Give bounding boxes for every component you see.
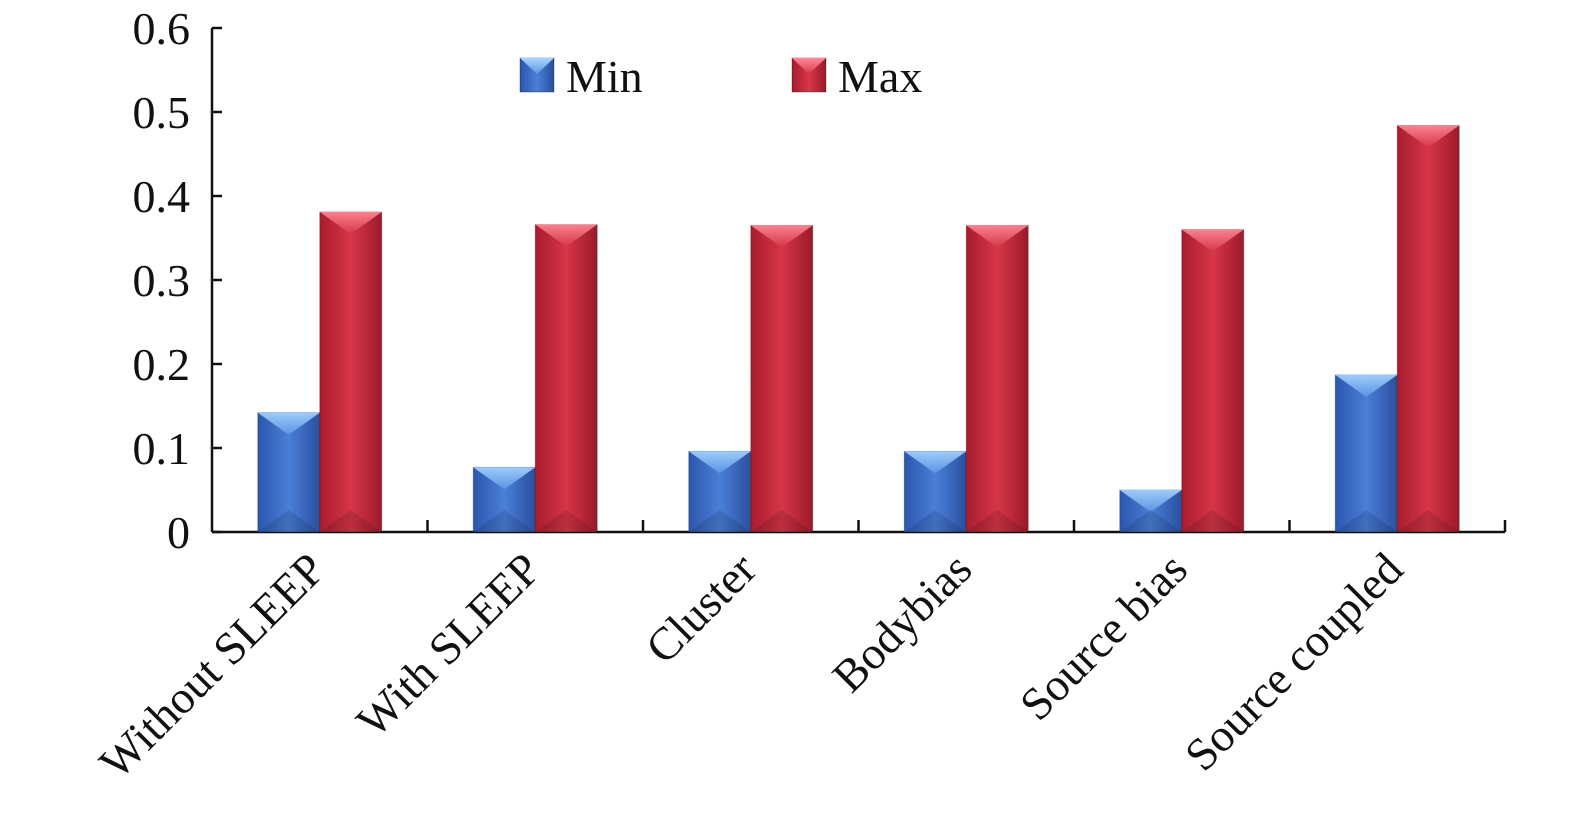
bar-cap-min — [1335, 374, 1398, 397]
x-category-label: Without SLEEP — [90, 543, 335, 788]
x-category-label: With SLEEP — [347, 543, 551, 747]
bar-cap-max — [1397, 125, 1460, 148]
bar-cap-min — [257, 412, 320, 435]
y-tick-label: 0.2 — [133, 339, 191, 390]
x-category-label: Source coupled — [1175, 543, 1412, 780]
bar-base-min — [904, 510, 967, 532]
bar-base-max — [1181, 510, 1244, 532]
bar-cap-min — [688, 451, 751, 474]
plot-area: 0 0.1 0.2 0.3 0.4 0.5 0.6 Without SLEEP With SLE… — [90, 3, 1507, 788]
x-category-label: Bodybias — [822, 543, 981, 702]
y-tick-label: 0.3 — [133, 255, 191, 306]
bar-base-max — [750, 510, 813, 532]
bar-max — [965, 224, 1029, 533]
bar-base-min — [1119, 510, 1182, 532]
bar-base-min — [1335, 510, 1398, 532]
legend-swatch-cap-max — [792, 58, 826, 74]
bar-cap-max — [535, 224, 598, 247]
bar-max — [1396, 124, 1460, 533]
y-tick-label: 0 — [167, 507, 190, 558]
y-tick-label: 0.4 — [133, 171, 191, 222]
bar-cap-min — [473, 467, 536, 490]
bar-base-min — [473, 510, 536, 532]
bar-max — [750, 224, 814, 533]
bar-base-max — [966, 510, 1029, 532]
bar-max — [1181, 229, 1245, 533]
bar-base-max — [535, 510, 598, 532]
bar-cap-max — [319, 211, 382, 234]
bar-base-min — [688, 510, 751, 532]
bar-base-min — [257, 510, 320, 532]
bar-cap-min — [904, 451, 967, 474]
y-tick-label: 0.6 — [133, 3, 191, 54]
bar-max — [534, 224, 598, 533]
bar-min — [1334, 374, 1398, 533]
x-category-label: Cluster — [636, 543, 766, 673]
legend-swatch-cap-min — [520, 58, 554, 74]
bar-base-max — [319, 510, 382, 532]
bar-cap-min — [1119, 490, 1182, 512]
legend-label-min: Min — [566, 51, 643, 102]
bar-cap-max — [966, 225, 1029, 248]
bar-cap-max — [750, 225, 813, 248]
y-tick-label: 0.1 — [133, 423, 191, 474]
x-category-label: Source bias — [1010, 543, 1197, 730]
bar-cap-max — [1181, 229, 1244, 252]
bar-base-max — [1397, 510, 1460, 532]
bar-max — [319, 211, 383, 533]
legend-label-max: Max — [838, 51, 922, 102]
y-tick-label: 0.5 — [133, 87, 191, 138]
